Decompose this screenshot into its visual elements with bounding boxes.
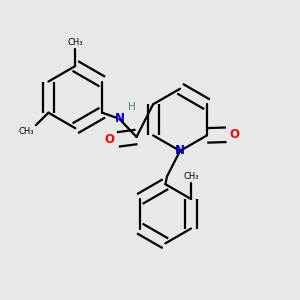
Text: CH₃: CH₃	[68, 38, 83, 47]
Text: CH₃: CH₃	[19, 127, 34, 136]
Text: N: N	[114, 112, 124, 125]
Text: CH₃: CH₃	[183, 172, 199, 181]
Text: O: O	[230, 128, 239, 141]
Text: H: H	[128, 102, 136, 112]
Text: O: O	[104, 133, 114, 146]
Text: N: N	[175, 144, 185, 158]
